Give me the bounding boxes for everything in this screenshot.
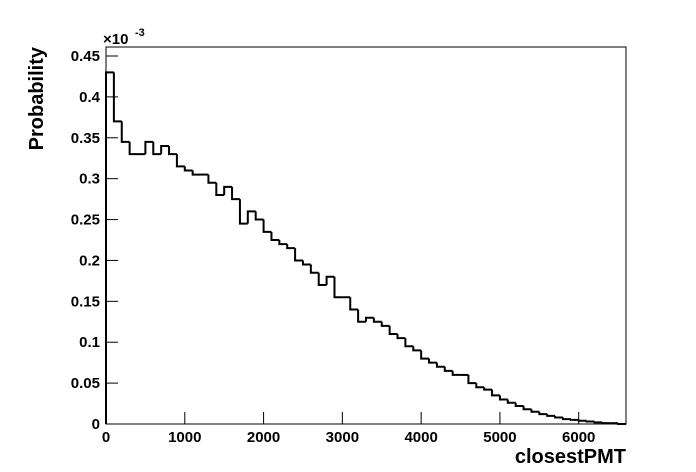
histogram-bin — [183, 166, 193, 172]
histogram-bin — [372, 317, 382, 323]
histogram-bin — [483, 387, 493, 391]
histogram-bin — [585, 420, 595, 423]
y-tick-label: 0.1 — [79, 334, 100, 351]
histogram-bin — [412, 346, 422, 352]
histogram-bin — [215, 182, 225, 197]
histogram-bin — [254, 211, 264, 221]
y-multiplier: ×10 — [103, 31, 128, 48]
histogram-bin — [112, 72, 122, 123]
y-tick-label: 0.05 — [71, 375, 100, 392]
histogram-bin — [388, 325, 398, 336]
histogram-bin — [191, 170, 201, 176]
x-tick-label: 6000 — [562, 429, 595, 446]
y-tick-label: 0.3 — [79, 171, 100, 188]
histogram-bin — [333, 276, 343, 299]
histogram-bin — [246, 210, 256, 224]
y-tick-label: 0.25 — [71, 212, 100, 229]
histogram-bin — [554, 415, 563, 419]
histogram-bin — [428, 358, 437, 364]
histogram-bin — [152, 141, 162, 156]
x-tick-label: 0 — [102, 429, 110, 446]
histogram-bin — [325, 275, 335, 285]
histogram-bin — [561, 417, 571, 421]
histogram-bin — [160, 144, 170, 155]
histogram-bin — [593, 421, 603, 424]
histogram-bin — [467, 374, 477, 385]
histogram-bin — [617, 423, 626, 425]
histogram-bin — [120, 121, 130, 143]
histogram-bin — [396, 334, 406, 340]
x-tick-label: 5000 — [483, 429, 516, 446]
histogram-bin — [309, 264, 319, 274]
histogram-bin — [451, 370, 461, 376]
histogram-bin — [420, 350, 430, 360]
histogram-bin — [577, 419, 587, 422]
histogram-bin — [231, 186, 240, 201]
histogram-bin — [128, 141, 138, 156]
x-tick-label: 4000 — [404, 429, 437, 446]
histogram-bin — [491, 389, 500, 397]
histogram-bin — [498, 395, 508, 401]
histogram-bin — [238, 199, 248, 225]
x-axis-label: closestPMT — [515, 446, 626, 468]
histogram-bin — [530, 409, 540, 413]
histogram-bin — [301, 260, 311, 266]
x-tick-label: 1000 — [168, 429, 201, 446]
y-tick-label: 0.15 — [71, 293, 100, 310]
histogram-bin — [105, 71, 114, 424]
histogram-bin — [294, 248, 303, 262]
histogram-bin — [262, 219, 272, 233]
y-tick-label: 0.2 — [79, 252, 100, 269]
histogram-bin — [175, 154, 185, 168]
histogram-bin — [601, 422, 611, 425]
histogram-bin — [223, 185, 233, 196]
y-tick-label: 0 — [92, 416, 100, 433]
histogram-bin — [443, 366, 453, 372]
histogram-bin — [506, 399, 516, 404]
y-tick-label: 0.35 — [71, 130, 100, 147]
histogram-bin — [278, 239, 288, 246]
y-multiplier-exponent: -3 — [135, 27, 145, 39]
histogram-bin — [538, 411, 548, 416]
y-tick-label: 0.45 — [71, 48, 100, 65]
y-axis-label: Probability — [26, 46, 48, 150]
histogram-bin — [569, 418, 579, 421]
histogram-bin — [286, 244, 296, 250]
histogram-bin — [365, 316, 374, 322]
x-tick-label: 2000 — [247, 429, 280, 446]
x-tick-label: 3000 — [326, 429, 359, 446]
histogram-bin — [144, 140, 154, 155]
histogram-bin — [546, 414, 556, 417]
histogram-bin — [435, 362, 445, 368]
y-tick-label: 0.4 — [79, 89, 101, 106]
histogram-bin — [404, 338, 414, 348]
histogram-bin — [349, 297, 359, 311]
histogram-bin — [357, 309, 366, 323]
histogram-bin — [168, 145, 177, 156]
histogram-bin — [475, 383, 485, 389]
histogram-bin — [514, 402, 524, 408]
histogram-bin — [522, 406, 532, 411]
histogram-bin — [207, 174, 217, 184]
histogram-bin — [380, 321, 390, 327]
histogram-bin — [270, 231, 280, 241]
histogram-bin — [317, 272, 327, 286]
frame — [105, 46, 627, 425]
